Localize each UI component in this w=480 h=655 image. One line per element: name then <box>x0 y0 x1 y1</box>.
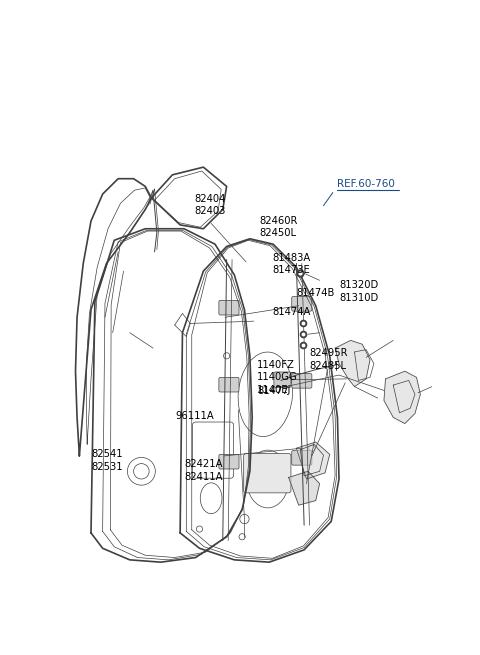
FancyBboxPatch shape <box>292 373 312 388</box>
FancyBboxPatch shape <box>244 454 291 493</box>
Polygon shape <box>335 341 370 386</box>
Text: 81474B: 81474B <box>296 288 335 298</box>
Text: 81483A
81473E: 81483A 81473E <box>272 253 310 275</box>
Text: 82460R
82450L: 82460R 82450L <box>259 215 298 238</box>
FancyBboxPatch shape <box>219 377 239 392</box>
Text: 81477: 81477 <box>257 386 289 396</box>
Text: REF.60-760: REF.60-760 <box>337 179 396 189</box>
Text: 81320D
81310D: 81320D 81310D <box>339 280 378 303</box>
Polygon shape <box>296 442 330 479</box>
Polygon shape <box>288 472 320 505</box>
Text: 1140FZ
1140GG
1140EJ: 1140FZ 1140GG 1140EJ <box>257 360 298 395</box>
FancyBboxPatch shape <box>219 455 239 469</box>
FancyBboxPatch shape <box>219 301 239 315</box>
Text: 96111A: 96111A <box>175 411 214 421</box>
Text: 81474A: 81474A <box>272 307 311 316</box>
Text: 82495R
82485L: 82495R 82485L <box>309 348 348 371</box>
Polygon shape <box>384 371 420 424</box>
Text: 82421A
82411A: 82421A 82411A <box>185 459 223 482</box>
FancyBboxPatch shape <box>292 451 312 465</box>
FancyBboxPatch shape <box>274 372 291 387</box>
FancyBboxPatch shape <box>292 297 312 311</box>
Text: 82541
82531: 82541 82531 <box>92 449 123 472</box>
Text: 82404
82403: 82404 82403 <box>194 194 225 216</box>
